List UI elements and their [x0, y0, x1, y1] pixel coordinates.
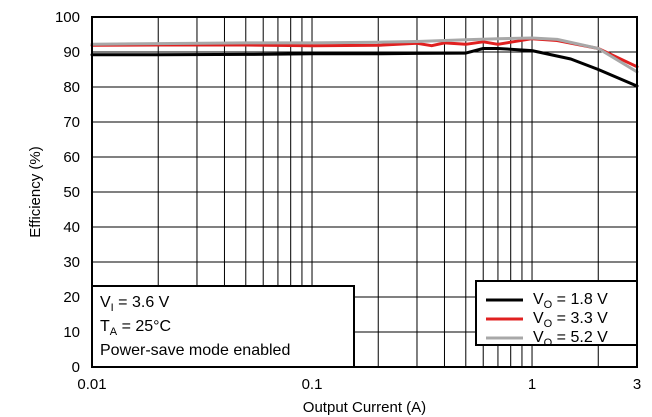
legend: VO = 1.8 V VO = 3.3 V VO = 5.2 V [475, 280, 638, 349]
y-tick-label: 40 [63, 219, 80, 236]
y-tick-label: 60 [63, 149, 80, 166]
legend-frame [475, 280, 638, 346]
y-tick-label: 70 [63, 114, 80, 131]
series-line-3 [90, 36, 639, 74]
legend-label-3-3v: VO = 3.3 V [533, 310, 608, 330]
y-axis-title: Efficiency (%) [27, 146, 44, 237]
y-tick-label: 50 [63, 184, 80, 201]
x-tick-label: 0.01 [77, 376, 106, 393]
legend-label-1-8v: VO = 1.8 V [533, 291, 608, 311]
conditions-box: VI = 3.6 V TA = 25°C Power-save mode ena… [91, 285, 355, 368]
y-tick-label: 100 [55, 9, 80, 26]
y-tick-label: 20 [63, 289, 80, 306]
y-tick-label: 80 [63, 79, 80, 96]
plot-frame [91, 16, 638, 368]
y-tick-labels: 0 10 20 30 40 50 60 70 80 90 100 [55, 9, 80, 376]
x-tick-label: 1 [528, 376, 536, 393]
y-tick-label: 10 [63, 324, 80, 341]
legend-label-5-2v: VO = 5.2 V [533, 329, 608, 349]
x-axis-title: Output Current (A) [303, 399, 426, 416]
series-line-1 [90, 47, 639, 88]
series-lines [90, 36, 639, 88]
y-tick-label: 0 [72, 359, 80, 376]
y-tick-label: 90 [63, 44, 80, 61]
power-save-note: Power-save mode enabled [100, 342, 290, 359]
x-tick-label: 3 [633, 376, 641, 393]
x-tick-label: 0.1 [302, 376, 323, 393]
ambient-temperature-note: TA = 25°C [100, 318, 171, 338]
input-voltage-note: VI = 3.6 V [100, 294, 170, 314]
conditions-box-frame [91, 285, 355, 368]
x-tick-labels: 0.01 0.1 1 3 [77, 376, 641, 393]
y-tick-label: 30 [63, 254, 80, 271]
